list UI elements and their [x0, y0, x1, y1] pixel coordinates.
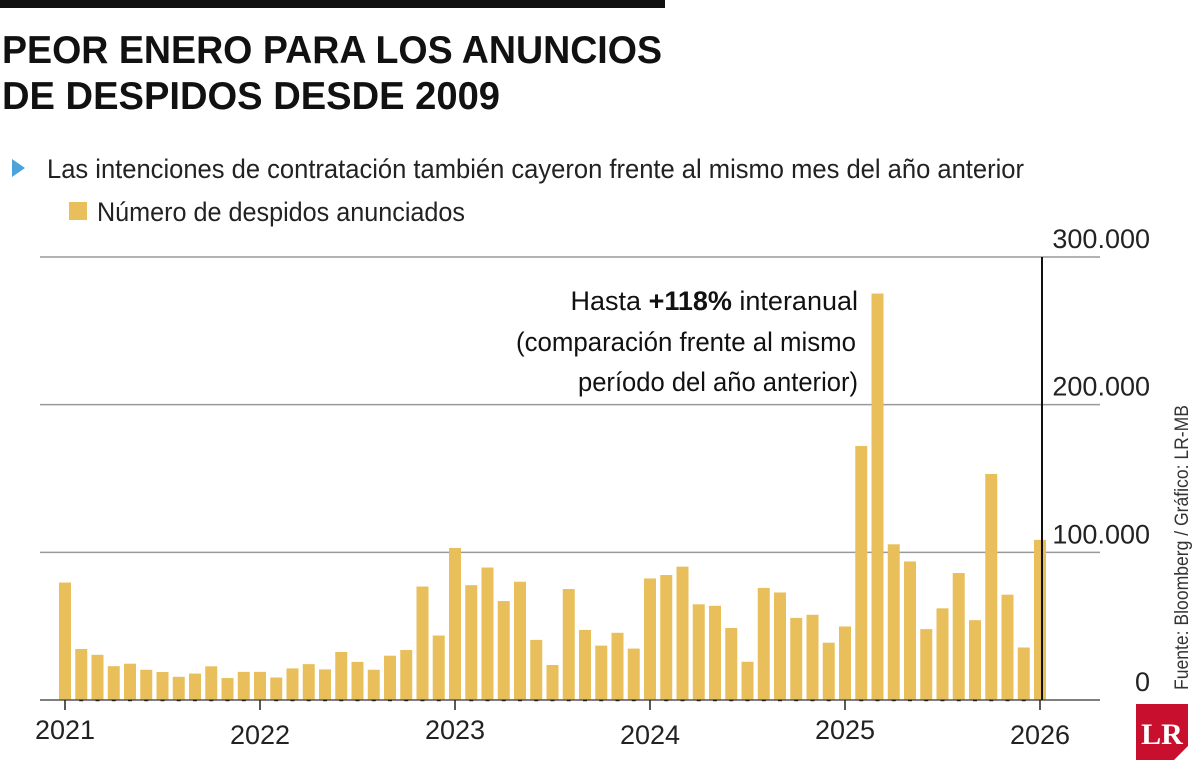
- chart-title-line-2: DE DESPIDOS DESDE 2009: [2, 75, 500, 118]
- bar: [416, 586, 429, 700]
- bar: [627, 648, 640, 700]
- source-credit: Fuente: Bloomberg / Gráfico: LR-MB: [1172, 405, 1193, 690]
- bar: [676, 566, 689, 700]
- bar: [644, 578, 656, 700]
- bar: [270, 677, 283, 700]
- subtitle-triangle-icon: [12, 159, 25, 177]
- bar: [75, 649, 88, 700]
- bar: [481, 567, 494, 700]
- bar: [335, 651, 348, 700]
- bar: [205, 666, 218, 700]
- annotation-line-3: período del año anterior): [578, 367, 858, 397]
- x-tick-label: 2026: [1010, 720, 1070, 750]
- annotation-line-2: (comparación frente al mismo: [516, 327, 856, 357]
- bar: [985, 473, 998, 700]
- bar: [302, 664, 315, 700]
- bar: [254, 671, 266, 700]
- bar: [530, 639, 543, 700]
- bar: [351, 661, 364, 700]
- bar: [936, 608, 949, 700]
- bar: [237, 671, 250, 700]
- x-tick-label: 2022: [230, 720, 290, 750]
- x-tick-label: 2025: [815, 715, 875, 745]
- bar: [140, 669, 153, 700]
- legend-swatch: [69, 202, 87, 220]
- bar: [546, 665, 559, 700]
- bar: [709, 605, 721, 700]
- title-top-bar: [0, 0, 665, 8]
- x-tick-label: 2021: [35, 715, 95, 745]
- bar: [400, 650, 413, 700]
- bar: [920, 629, 933, 700]
- x-tick-label: 2024: [620, 720, 680, 750]
- bar: [172, 676, 185, 700]
- bar: [384, 655, 396, 700]
- bar: [579, 629, 591, 700]
- y-tick-label: 100.000: [1052, 519, 1150, 549]
- bar: [855, 445, 868, 700]
- bar: [839, 626, 851, 700]
- bar: [611, 632, 624, 700]
- bar: [59, 582, 71, 700]
- annotation-line-1: Hasta +118% interanual: [571, 286, 858, 316]
- bar: [952, 573, 965, 700]
- bar: [822, 642, 835, 700]
- x-tick-label: 2023: [425, 715, 485, 745]
- bar: [904, 561, 916, 700]
- bar: [465, 585, 478, 700]
- bar: [449, 547, 461, 700]
- bar: [319, 669, 331, 700]
- legend-label: Número de despidos anunciados: [97, 197, 465, 227]
- bar: [286, 668, 299, 700]
- bar: [107, 666, 120, 700]
- bar: [692, 604, 705, 700]
- lr-logo: LR: [1136, 704, 1188, 760]
- bar: [660, 575, 673, 700]
- bar: [367, 669, 380, 700]
- bar: [774, 592, 786, 700]
- bar: [790, 617, 803, 700]
- bar: [1001, 594, 1014, 700]
- bar: [432, 635, 445, 700]
- bar: [887, 544, 900, 700]
- bar: [156, 672, 169, 700]
- y-tick-label: 300.000: [1052, 224, 1150, 254]
- bar: [871, 293, 884, 700]
- bar: [562, 589, 575, 700]
- bar: [497, 601, 510, 700]
- bar: [1017, 647, 1030, 700]
- bar: [189, 673, 201, 700]
- bar: [595, 645, 608, 700]
- bar: [725, 627, 738, 700]
- bar: [757, 587, 770, 700]
- bar: [91, 654, 104, 700]
- chart-title-line-1: PEOR ENERO PARA LOS ANUNCIOS: [2, 29, 662, 72]
- bar: [806, 614, 819, 700]
- bar: [514, 581, 526, 700]
- bar: [124, 663, 136, 700]
- bar: [969, 620, 981, 700]
- svg-text:LR: LR: [1141, 718, 1183, 751]
- y-tick-label: 0: [1135, 667, 1150, 697]
- bar: [1034, 539, 1046, 700]
- chart-subtitle: Las intenciones de contratación también …: [47, 154, 1024, 184]
- bar: [741, 661, 754, 700]
- bar: [221, 678, 234, 700]
- y-tick-label: 200.000: [1052, 372, 1150, 402]
